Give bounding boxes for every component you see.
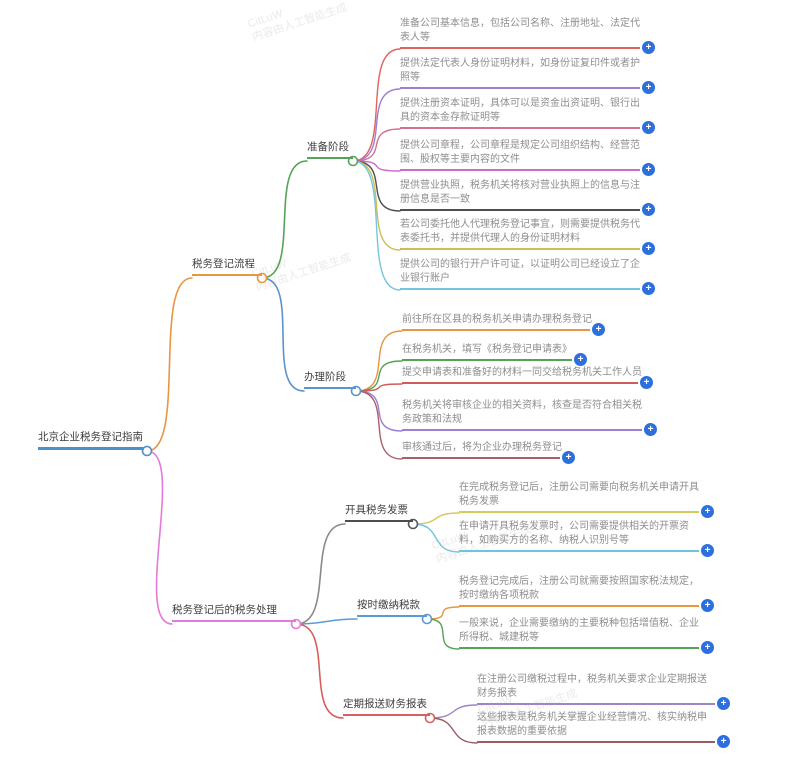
- edge-prep-leaf-3: [352, 128, 401, 162]
- expand-icon[interactable]: [642, 203, 655, 216]
- edge-invoice-leaf-2: [412, 523, 460, 553]
- expand-icon[interactable]: [644, 423, 657, 436]
- node-registration-process[interactable]: 税务登记流程: [192, 258, 262, 276]
- edge-paytax-leaf-1: [426, 606, 460, 620]
- leaf-node[interactable]: 在申请开具税务发票时，公司需要提供相关的开票资料，如购买方的名称、纳税人识别号等: [459, 518, 699, 552]
- leaf-node[interactable]: 税务登记完成后，注册公司就需要按照国家税法规定，按时缴纳各项税款: [459, 573, 699, 607]
- leaf-node[interactable]: 若公司委托他人代理税务登记事宜，则需要提供税务代表委托书，并提供代理人的身份证明…: [400, 216, 640, 250]
- node-preparation-phase[interactable]: 准备阶段: [307, 141, 353, 159]
- node-pay-tax[interactable]: 按时缴纳税款: [357, 599, 427, 617]
- edge-to-preparation-phase: [261, 160, 308, 279]
- node-issue-invoice[interactable]: 开具税务发票: [345, 504, 413, 522]
- edge-root-to-registration-process: [146, 277, 193, 452]
- leaf-node[interactable]: 提供法定代表人身份证明材料，如身份证复印件或者护照等: [400, 55, 640, 89]
- watermark-ai-generated: CitLuW 内容由人工智能生成: [250, 251, 353, 294]
- node-root[interactable]: 北京企业税务登记指南: [38, 431, 144, 450]
- edge-invoice-leaf-1: [412, 512, 460, 525]
- leaf-node[interactable]: 提交申请表和准备好的材料一同交给税务机关工作人员: [402, 364, 642, 384]
- leaf-node[interactable]: 税务机关将审核企业的相关资料，核查是否符合相关税务政策和法规: [402, 397, 642, 431]
- edge-proc-leaf-1: [355, 330, 403, 392]
- leaf-node[interactable]: 审核通过后，将为企业办理税务登记: [402, 439, 562, 459]
- expand-icon[interactable]: [640, 376, 653, 389]
- edge-prep-leaf-1: [352, 48, 401, 162]
- node-post-registration[interactable]: 税务登记后的税务处理: [172, 604, 296, 622]
- expand-icon[interactable]: [642, 121, 655, 134]
- expand-icon[interactable]: [701, 544, 714, 557]
- edge-prep-leaf-2: [352, 88, 401, 162]
- edge-prep-leaf-7: [352, 160, 401, 291]
- leaf-node[interactable]: 在注册公司缴税过程中，税务机关要求企业定期报送财务报表: [477, 671, 715, 705]
- edge-prep-leaf-5: [352, 160, 401, 212]
- edge-to-pay-tax: [295, 618, 358, 625]
- leaf-node[interactable]: 提供营业执照，税务机关将核对营业执照上的信息与注册信息是否一致: [400, 177, 640, 211]
- edge-to-issue-invoice: [295, 523, 346, 625]
- expand-icon[interactable]: [717, 697, 730, 710]
- edge-proc-leaf-4: [355, 390, 403, 432]
- expand-icon[interactable]: [642, 41, 655, 54]
- node-processing-phase[interactable]: 办理阶段: [304, 371, 356, 389]
- watermark-ai-generated: CitLuW 内容由人工智能生成: [246, 1, 349, 44]
- expand-icon[interactable]: [592, 323, 605, 336]
- leaf-node[interactable]: 在完成税务登记后，注册公司需要向税务机关申请开具税务发票: [459, 479, 699, 513]
- root-label: 北京企业税务登记指南: [38, 431, 143, 443]
- leaf-node[interactable]: 准备公司基本信息，包括公司名称、注册地址、法定代表人等: [400, 15, 640, 49]
- edge-proc-leaf-3: [355, 383, 403, 392]
- expand-icon[interactable]: [642, 242, 655, 255]
- edge-proc-leaf-2: [355, 360, 403, 392]
- edge-prep-leaf-6: [352, 160, 401, 251]
- edge-to-submit-reports: [295, 623, 344, 719]
- edge-report-leaf-2: [429, 717, 478, 744]
- expand-icon[interactable]: [642, 282, 655, 295]
- leaf-node[interactable]: 这些报表是税务机关掌握企业经营情况、核实纳税申报表数据的重要依据: [477, 709, 715, 743]
- edge-proc-leaf-5: [355, 390, 403, 460]
- expand-icon[interactable]: [701, 599, 714, 612]
- node-submit-reports[interactable]: 定期报送财务报表: [343, 698, 430, 716]
- expand-icon[interactable]: [642, 81, 655, 94]
- edge-paytax-leaf-2: [426, 618, 460, 650]
- leaf-node[interactable]: 在税务机关，填写《税务登记申请表》: [402, 341, 572, 361]
- leaf-node[interactable]: 前往所在区县的税务机关申请办理税务登记: [402, 311, 592, 331]
- edge-root-to-post-registration: [146, 450, 173, 625]
- leaf-node[interactable]: 提供注册资本证明，具体可以是资金出资证明、银行出具的资本金存款证明等: [400, 95, 640, 129]
- leaf-node[interactable]: 一般来说，企业需要缴纳的主要税种包括增值税、企业所得税、城建税等: [459, 615, 699, 649]
- expand-icon[interactable]: [701, 505, 714, 518]
- edge-prep-leaf-4: [352, 160, 401, 172]
- expand-icon[interactable]: [574, 353, 587, 366]
- expand-icon[interactable]: [562, 451, 575, 464]
- expand-icon[interactable]: [701, 641, 714, 654]
- leaf-node[interactable]: 提供公司的银行开户许可证，以证明公司已经设立了企业银行账户: [400, 256, 640, 290]
- leaf-node[interactable]: 提供公司章程，公司章程是规定公司组织结构、经营范围、股权等主要内容的文件: [400, 137, 640, 171]
- expand-icon[interactable]: [642, 163, 655, 176]
- expand-icon[interactable]: [717, 735, 730, 748]
- edge-to-processing-phase: [261, 277, 305, 392]
- edge-report-leaf-1: [429, 704, 478, 719]
